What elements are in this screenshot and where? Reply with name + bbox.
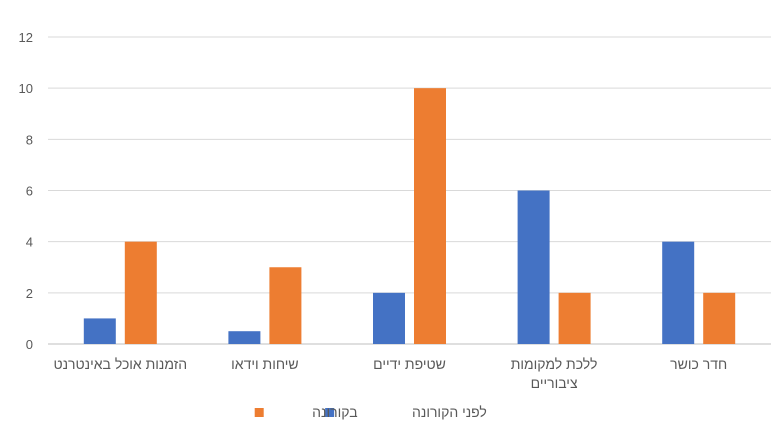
x-tick-label: ללכת למקומות bbox=[511, 356, 598, 372]
bar bbox=[269, 267, 302, 344]
bars bbox=[83, 88, 736, 345]
y-tick-label: 0 bbox=[26, 337, 33, 352]
legend-swatch bbox=[325, 408, 335, 417]
y-tick-label: 8 bbox=[26, 132, 33, 147]
bar bbox=[414, 88, 446, 345]
x-axis-categories: הזמנות אוכל באינטרנט שיחות וידאו שטיפת ידי… bbox=[53, 356, 727, 391]
y-tick-label: 4 bbox=[26, 235, 33, 250]
bar bbox=[228, 331, 261, 344]
legend-swatch bbox=[254, 408, 264, 417]
x-tick-label: שטיפת ידיים bbox=[373, 356, 446, 372]
y-tick-label: 2 bbox=[26, 286, 33, 301]
legend-label: לפני הקורונה bbox=[412, 404, 487, 420]
bar bbox=[558, 292, 591, 344]
bar bbox=[703, 292, 736, 344]
x-tick-label: שיחות וידאו bbox=[231, 356, 298, 372]
x-tick-label: הזמנות אוכל באינטרנט bbox=[53, 356, 187, 372]
gridlines bbox=[48, 36, 771, 345]
legend-label: בקורונה bbox=[312, 404, 357, 420]
legend: לפני הקורונה בקורונה bbox=[254, 404, 487, 420]
bar bbox=[83, 318, 116, 344]
bar bbox=[662, 241, 695, 344]
bar bbox=[373, 292, 405, 344]
y-axis-ticks: 0 2 4 6 8 10 12 bbox=[19, 30, 33, 352]
y-tick-label: 12 bbox=[19, 30, 33, 45]
x-tick-label: חדר כושר bbox=[670, 356, 727, 372]
x-tick-label: ציבוריים bbox=[531, 375, 578, 391]
bar bbox=[517, 190, 550, 344]
y-tick-label: 6 bbox=[26, 184, 33, 199]
y-tick-label: 10 bbox=[19, 81, 33, 96]
bar bbox=[124, 241, 157, 344]
